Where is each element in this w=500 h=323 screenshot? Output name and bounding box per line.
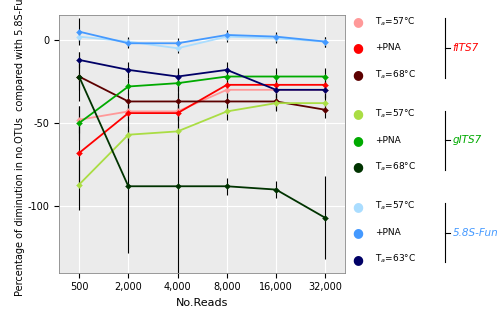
Text: ●: ● bbox=[352, 134, 364, 147]
Text: T$_a$=68°C: T$_a$=68°C bbox=[375, 68, 416, 81]
Text: ●: ● bbox=[352, 226, 364, 239]
Text: ●: ● bbox=[352, 253, 364, 266]
Text: gITS7: gITS7 bbox=[452, 135, 482, 145]
Text: T$_a$=68°C: T$_a$=68°C bbox=[375, 161, 416, 173]
X-axis label: No.Reads: No.Reads bbox=[176, 298, 229, 308]
Text: ●: ● bbox=[352, 15, 364, 28]
Text: T$_a$=57°C: T$_a$=57°C bbox=[375, 200, 416, 213]
Text: +PNA: +PNA bbox=[375, 44, 401, 52]
Text: ●: ● bbox=[352, 200, 364, 213]
Y-axis label: Percentage of diminution in no.OTUs  compared with 5.8S-Fun: Percentage of diminution in no.OTUs comp… bbox=[15, 0, 25, 296]
Text: T$_a$=57°C: T$_a$=57°C bbox=[375, 108, 416, 120]
Text: +PNA: +PNA bbox=[375, 228, 401, 237]
Text: fITS7: fITS7 bbox=[452, 43, 478, 53]
Text: T$_a$=57°C: T$_a$=57°C bbox=[375, 15, 416, 28]
Text: T$_a$=63°C: T$_a$=63°C bbox=[375, 253, 416, 266]
Text: ●: ● bbox=[352, 160, 364, 173]
Text: ●: ● bbox=[352, 68, 364, 81]
Text: ●: ● bbox=[352, 107, 364, 120]
Text: 5.8S-Fun: 5.8S-Fun bbox=[452, 228, 498, 238]
Text: +PNA: +PNA bbox=[375, 136, 401, 145]
Text: ●: ● bbox=[352, 41, 364, 55]
